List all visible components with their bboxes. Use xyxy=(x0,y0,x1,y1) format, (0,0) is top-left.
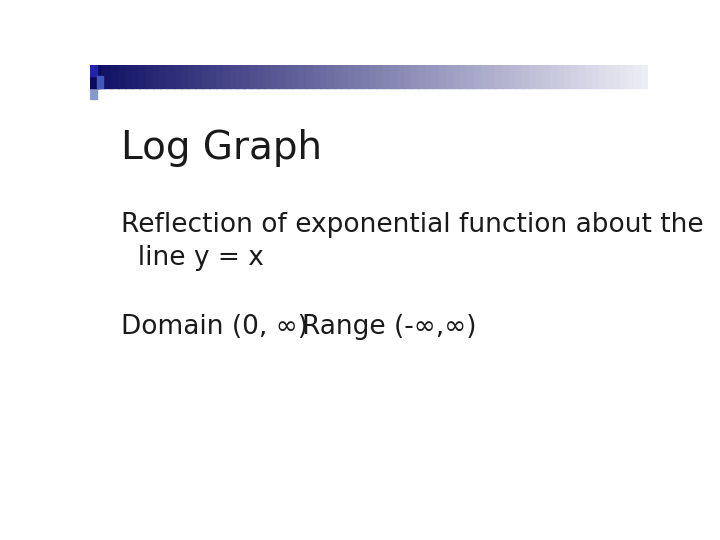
Bar xyxy=(264,65,272,87)
Bar xyxy=(627,65,635,87)
Bar xyxy=(258,65,266,87)
Bar xyxy=(160,65,168,87)
Bar xyxy=(571,65,580,87)
Bar xyxy=(243,65,251,87)
Bar xyxy=(459,65,468,87)
Bar xyxy=(467,65,474,87)
Bar xyxy=(508,65,516,87)
Bar xyxy=(222,65,230,87)
Bar xyxy=(606,65,614,87)
Bar xyxy=(153,65,161,87)
Bar xyxy=(620,65,628,87)
Bar xyxy=(145,65,154,87)
Bar xyxy=(495,65,503,87)
Bar xyxy=(285,65,293,87)
Bar xyxy=(90,65,98,87)
Bar xyxy=(118,65,126,87)
Bar xyxy=(599,65,607,87)
Bar xyxy=(502,65,510,87)
Bar xyxy=(313,65,321,87)
Bar xyxy=(578,65,586,87)
Bar xyxy=(355,65,363,87)
Bar xyxy=(320,65,328,87)
Bar xyxy=(181,65,189,87)
Bar xyxy=(390,65,398,87)
Text: Range (-∞,∞): Range (-∞,∞) xyxy=(302,314,477,340)
Bar xyxy=(481,65,489,87)
Bar xyxy=(90,65,100,87)
Bar xyxy=(215,65,224,87)
Bar xyxy=(544,65,552,87)
Bar xyxy=(90,87,96,99)
Bar xyxy=(97,65,105,87)
Bar xyxy=(411,65,419,87)
Bar xyxy=(362,65,370,87)
Bar xyxy=(369,65,377,87)
Text: Domain (0, ∞): Domain (0, ∞) xyxy=(121,314,307,340)
Bar xyxy=(348,65,356,87)
Bar xyxy=(236,65,245,87)
Bar xyxy=(634,65,642,87)
Bar xyxy=(438,65,447,87)
Bar xyxy=(557,65,565,87)
Bar xyxy=(279,65,287,87)
Bar xyxy=(593,65,600,87)
Bar xyxy=(188,65,196,87)
Bar xyxy=(418,65,426,87)
Bar xyxy=(292,65,300,87)
Bar xyxy=(404,65,412,87)
Bar xyxy=(376,65,384,87)
Bar xyxy=(90,65,96,77)
Bar xyxy=(516,65,523,87)
Bar xyxy=(174,65,181,87)
Bar xyxy=(202,65,210,87)
Bar xyxy=(251,65,258,87)
Bar xyxy=(209,65,217,87)
Bar xyxy=(139,65,147,87)
Bar xyxy=(487,65,495,87)
Bar xyxy=(341,65,349,87)
Bar xyxy=(194,65,203,87)
Bar xyxy=(523,65,531,87)
Bar xyxy=(327,65,336,87)
Bar xyxy=(111,65,119,87)
Bar xyxy=(564,65,572,87)
Bar xyxy=(529,65,538,87)
Bar xyxy=(536,65,544,87)
Bar xyxy=(132,65,140,87)
Bar xyxy=(641,65,649,87)
Bar xyxy=(230,65,238,87)
Text: Reflection of exponential function about the
  line y = x: Reflection of exponential function about… xyxy=(121,212,703,272)
Bar xyxy=(453,65,461,87)
Bar xyxy=(550,65,559,87)
Bar xyxy=(585,65,593,87)
Bar xyxy=(271,65,279,87)
Bar xyxy=(125,65,133,87)
Bar xyxy=(306,65,315,87)
Bar xyxy=(397,65,405,87)
Bar xyxy=(334,65,342,87)
Bar xyxy=(300,65,307,87)
Bar xyxy=(425,65,433,87)
Text: Log Graph: Log Graph xyxy=(121,129,322,167)
Bar xyxy=(432,65,440,87)
Bar xyxy=(446,65,454,87)
Bar xyxy=(613,65,621,87)
Bar xyxy=(104,65,112,87)
Bar xyxy=(474,65,482,87)
Bar xyxy=(383,65,391,87)
Bar xyxy=(167,65,175,87)
Bar xyxy=(96,76,104,87)
